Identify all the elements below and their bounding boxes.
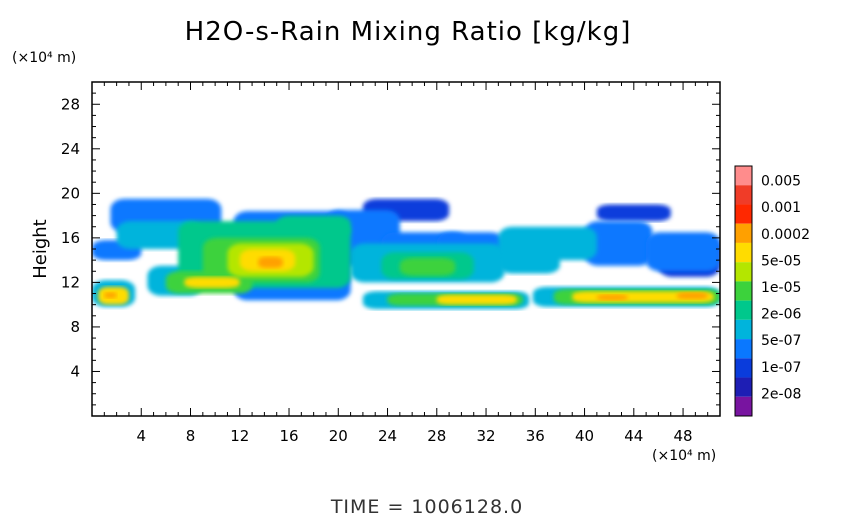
colorbar-swatch: [735, 358, 752, 378]
y-tick-label: 16: [61, 229, 80, 247]
chart-title: H2O-s-Rain Mixing Ratio [kg/kg]: [185, 17, 632, 47]
y-axis-unit: (×10⁴ m): [12, 50, 76, 66]
y-axis-label: Height: [30, 219, 51, 279]
heatmap-cell: [584, 221, 653, 266]
colorbar-label: 5e-07: [761, 333, 801, 349]
x-tick-label: 44: [624, 427, 643, 445]
y-tick-label: 24: [61, 140, 80, 158]
x-tick-label: 40: [575, 427, 594, 445]
colorbar-label: 1e-05: [761, 280, 801, 296]
x-axis: 4 8 12 16 20 24 28 32 36 40 44 48: [103, 82, 709, 445]
colorbar-swatch: [735, 185, 752, 205]
colorbar-label: 1e-07: [761, 360, 801, 376]
colorbar-label: 5e-05: [761, 253, 801, 269]
colorbar-frame: [734, 165, 753, 417]
x-tick-label: 24: [378, 427, 397, 445]
y-tick-label: 4: [70, 362, 80, 380]
heatmap-cell: [184, 276, 240, 288]
x-tick-label: 12: [230, 427, 249, 445]
y-tick-label: 8: [70, 318, 80, 336]
heatmap-cell: [596, 204, 671, 222]
heatmap-cell: [498, 249, 560, 274]
heatmap-cell: [596, 294, 628, 301]
colorbar-swatch: [735, 281, 752, 301]
heatmap-cell: [436, 294, 517, 305]
x-tick-label: 28: [427, 427, 446, 445]
colorbar: 0.005 0.001 0.0002 5e-05 1e-05 2e-06 5e-07 1e-0…: [734, 165, 810, 417]
x-tick-label: 8: [186, 427, 196, 445]
colorbar-swatch: [735, 319, 752, 340]
y-tick-label: 12: [61, 273, 80, 291]
x-tick-label: 48: [674, 427, 693, 445]
colorbar-swatch: [735, 242, 752, 263]
y-axis: 4 8 12 16 20 24 28: [61, 92, 720, 406]
colorbar-label: 0.001: [761, 200, 801, 216]
x-tick-label: 36: [526, 427, 545, 445]
x-tick-label: 4: [136, 427, 146, 445]
heatmap-cell: [676, 292, 708, 300]
x-tick-label: 20: [329, 427, 348, 445]
colorbar-swatch: [735, 377, 752, 397]
colorbar-swatch: [735, 166, 752, 186]
time-readout: TIME = 1006128.0: [330, 496, 523, 518]
colorbar-swatch: [735, 396, 752, 416]
colorbar-swatch: [735, 300, 752, 320]
y-tick-label: 28: [61, 95, 80, 113]
x-tick-label: 16: [279, 427, 298, 445]
heatmap-layer: [92, 198, 720, 310]
x-tick-label: 32: [476, 427, 495, 445]
heatmap-cell: [104, 292, 117, 298]
y-tick-label: 20: [61, 184, 80, 202]
heatmap-cell: [399, 257, 456, 276]
colorbar-swatch: [735, 262, 752, 282]
colorbar-label: 0.0002: [761, 227, 810, 243]
heatmap-cell: [258, 256, 283, 268]
colorbar-swatch: [735, 339, 752, 359]
colorbar-label: 2e-06: [761, 307, 801, 323]
colorbar-label: 2e-08: [761, 386, 801, 402]
colorbar-label: 0.005: [761, 174, 801, 190]
colorbar-swatch: [735, 204, 752, 224]
colorbar-swatch: [735, 223, 752, 243]
x-axis-unit: (×10⁴ m): [652, 448, 716, 464]
heatmap-cell: [646, 232, 720, 272]
